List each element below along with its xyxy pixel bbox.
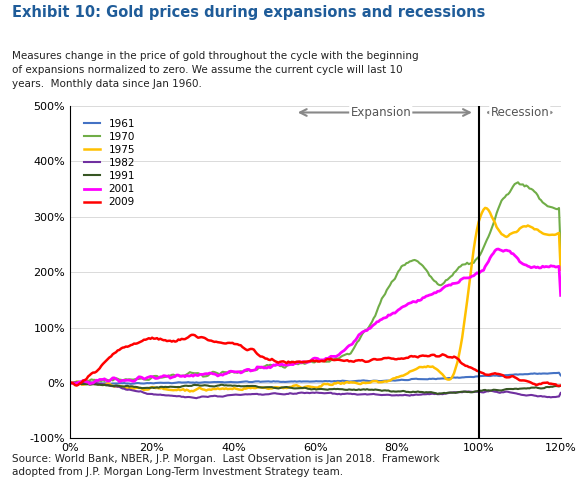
2009	[369, 357, 376, 363]
1991	[484, 388, 491, 394]
1970	[359, 331, 366, 337]
Line: 2001: 2001	[70, 249, 561, 384]
1961	[359, 377, 366, 384]
1982	[68, 380, 75, 386]
1991	[557, 383, 564, 389]
1991	[434, 391, 441, 397]
2001	[86, 381, 93, 387]
1975	[369, 379, 376, 385]
1975	[186, 389, 193, 395]
Line: 1961: 1961	[70, 373, 561, 384]
2001	[482, 264, 489, 270]
Text: Expansion: Expansion	[350, 106, 411, 119]
1970	[511, 181, 518, 187]
1982	[67, 380, 74, 386]
1970	[515, 179, 522, 185]
1982	[193, 395, 200, 401]
2001	[557, 292, 564, 298]
2001	[515, 256, 522, 262]
Line: 1991: 1991	[70, 383, 561, 394]
Text: Source: World Bank, NBER, J.P. Morgan.  Last Observation is Jan 2018.  Framework: Source: World Bank, NBER, J.P. Morgan. L…	[12, 454, 439, 477]
2001	[68, 380, 75, 386]
1970	[67, 381, 74, 387]
2009	[554, 383, 561, 389]
1961	[555, 370, 562, 376]
1970	[557, 248, 564, 255]
1961	[360, 377, 367, 384]
Line: 1982: 1982	[70, 382, 561, 398]
1970	[68, 381, 75, 387]
Line: 1970: 1970	[70, 182, 561, 384]
1991	[360, 386, 367, 392]
1975	[360, 380, 367, 386]
Text: Recession: Recession	[491, 106, 549, 119]
1975	[482, 205, 489, 211]
2009	[482, 371, 489, 377]
1961	[557, 372, 564, 379]
1970	[357, 335, 364, 341]
2001	[369, 323, 376, 329]
1961	[482, 373, 489, 379]
Line: 1975: 1975	[70, 208, 561, 392]
Line: 2009: 2009	[70, 335, 561, 386]
2001	[67, 380, 74, 386]
2009	[360, 358, 367, 364]
1975	[557, 267, 564, 273]
1982	[515, 391, 522, 397]
1975	[68, 380, 75, 386]
1975	[67, 380, 74, 386]
1982	[81, 379, 88, 385]
1991	[369, 387, 376, 393]
2001	[495, 246, 502, 252]
1961	[369, 378, 376, 384]
1961	[91, 381, 98, 387]
1961	[68, 380, 75, 386]
1991	[68, 380, 75, 386]
1961	[513, 371, 520, 377]
1970	[480, 244, 487, 250]
2001	[359, 329, 366, 335]
1961	[67, 380, 74, 386]
2009	[513, 375, 520, 381]
2009	[557, 383, 564, 389]
1991	[67, 380, 74, 386]
1991	[359, 387, 366, 393]
1991	[515, 386, 522, 392]
2001	[360, 328, 367, 334]
1975	[515, 228, 522, 234]
1982	[370, 391, 377, 397]
2009	[68, 380, 75, 386]
1982	[362, 391, 369, 397]
1975	[484, 205, 491, 211]
Text: Exhibit 10: Gold prices during expansions and recessions: Exhibit 10: Gold prices during expansion…	[12, 5, 485, 20]
1982	[360, 391, 367, 397]
1975	[359, 380, 366, 386]
1982	[557, 390, 564, 396]
1991	[70, 380, 77, 386]
2009	[359, 357, 366, 363]
Legend: 1961, 1970, 1975, 1982, 1991, 2001, 2009: 1961, 1970, 1975, 1982, 1991, 2001, 2009	[80, 114, 139, 212]
1982	[484, 388, 491, 394]
2009	[67, 380, 74, 386]
2009	[190, 332, 197, 338]
1970	[367, 322, 374, 328]
Text: Measures change in the price of gold throughout the cycle with the beginning
of : Measures change in the price of gold thr…	[12, 51, 418, 89]
